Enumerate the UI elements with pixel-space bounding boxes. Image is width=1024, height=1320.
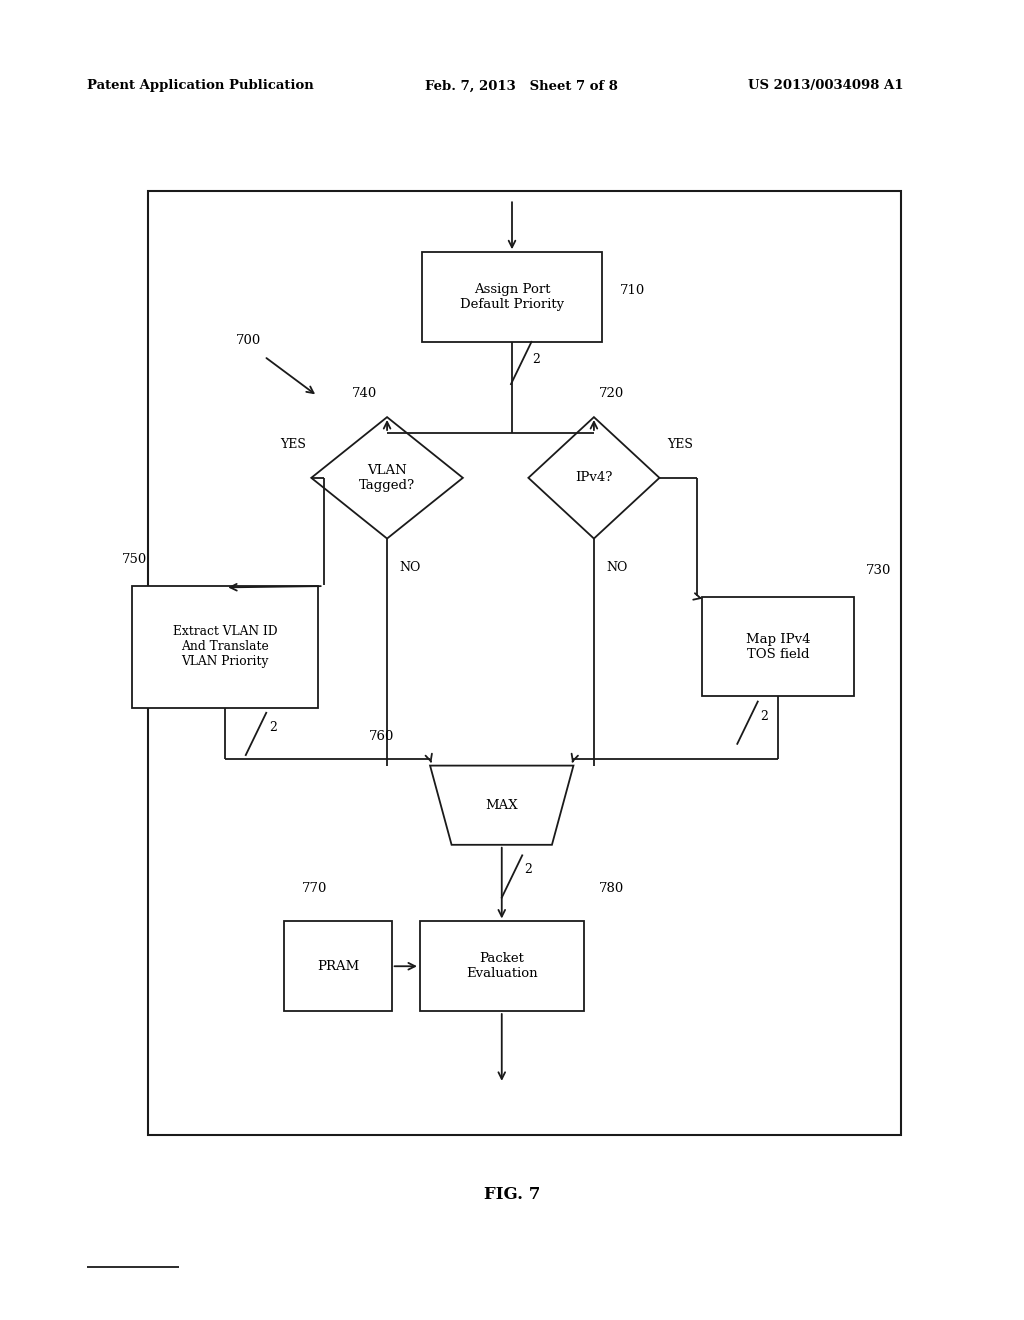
- Text: US 2013/0034098 A1: US 2013/0034098 A1: [748, 79, 903, 92]
- Text: 750: 750: [122, 553, 147, 566]
- Text: YES: YES: [281, 438, 306, 451]
- Polygon shape: [430, 766, 573, 845]
- Text: VLAN
Tagged?: VLAN Tagged?: [359, 463, 415, 492]
- Text: 760: 760: [369, 730, 394, 743]
- Text: NO: NO: [399, 561, 421, 574]
- Text: Feb. 7, 2013   Sheet 7 of 8: Feb. 7, 2013 Sheet 7 of 8: [425, 79, 617, 92]
- Text: 2: 2: [532, 352, 541, 366]
- Text: 780: 780: [599, 882, 625, 895]
- Text: Extract VLAN ID
And Translate
VLAN Priority: Extract VLAN ID And Translate VLAN Prior…: [173, 626, 278, 668]
- FancyBboxPatch shape: [702, 597, 854, 697]
- Polygon shape: [528, 417, 659, 539]
- FancyBboxPatch shape: [422, 252, 601, 342]
- Text: NO: NO: [606, 561, 628, 574]
- Text: 710: 710: [621, 284, 645, 297]
- Text: MAX: MAX: [485, 799, 518, 812]
- FancyBboxPatch shape: [420, 921, 584, 1011]
- Polygon shape: [311, 417, 463, 539]
- Text: Patent Application Publication: Patent Application Publication: [87, 79, 313, 92]
- Text: FIG. 7: FIG. 7: [483, 1187, 541, 1203]
- Text: 2: 2: [524, 863, 532, 876]
- FancyBboxPatch shape: [285, 921, 391, 1011]
- Text: 740: 740: [351, 387, 377, 400]
- FancyBboxPatch shape: [148, 191, 901, 1135]
- Text: 770: 770: [302, 882, 328, 895]
- Text: 700: 700: [236, 334, 261, 347]
- Text: Map IPv4
TOS field: Map IPv4 TOS field: [746, 632, 810, 661]
- Text: 720: 720: [599, 387, 625, 400]
- Text: 2: 2: [760, 710, 768, 722]
- Text: 2: 2: [269, 721, 278, 734]
- Text: Assign Port
Default Priority: Assign Port Default Priority: [460, 282, 564, 312]
- Text: IPv4?: IPv4?: [575, 471, 612, 484]
- Text: YES: YES: [668, 438, 693, 451]
- FancyBboxPatch shape: [132, 586, 318, 708]
- Text: PRAM: PRAM: [316, 960, 359, 973]
- Text: 730: 730: [866, 565, 892, 577]
- Text: Packet
Evaluation: Packet Evaluation: [466, 952, 538, 981]
